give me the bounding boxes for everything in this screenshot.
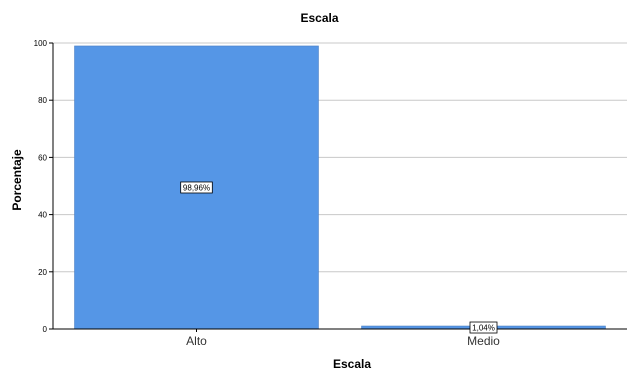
chart-title: Escala (300, 11, 338, 25)
y-tick-label: 100 (34, 39, 48, 48)
data-label-box (180, 181, 213, 194)
data-label-box (469, 321, 498, 334)
x-tick-labels: Alto Medio (186, 329, 500, 348)
axes (52, 43, 627, 330)
bars (74, 45, 606, 330)
data-label: 98,96% (183, 183, 210, 192)
y-tick-label: 80 (38, 96, 47, 105)
data-label: 1,04% (472, 324, 495, 333)
y-tick-label: 60 (38, 153, 47, 162)
y-tick-labels: 0 20 40 60 80 100 (34, 39, 53, 334)
x-axis-title: Escala (333, 357, 371, 371)
y-tick-label: 20 (38, 268, 47, 277)
y-tick-label: 40 (38, 211, 47, 220)
data-labels: 98,96% 1,04% (180, 181, 498, 334)
x-tick-label: Alto (186, 334, 207, 348)
y-tick-label: 0 (43, 325, 48, 334)
y-axis-title: Porcentaje (10, 149, 24, 211)
x-tick-label: Medio (467, 334, 500, 348)
